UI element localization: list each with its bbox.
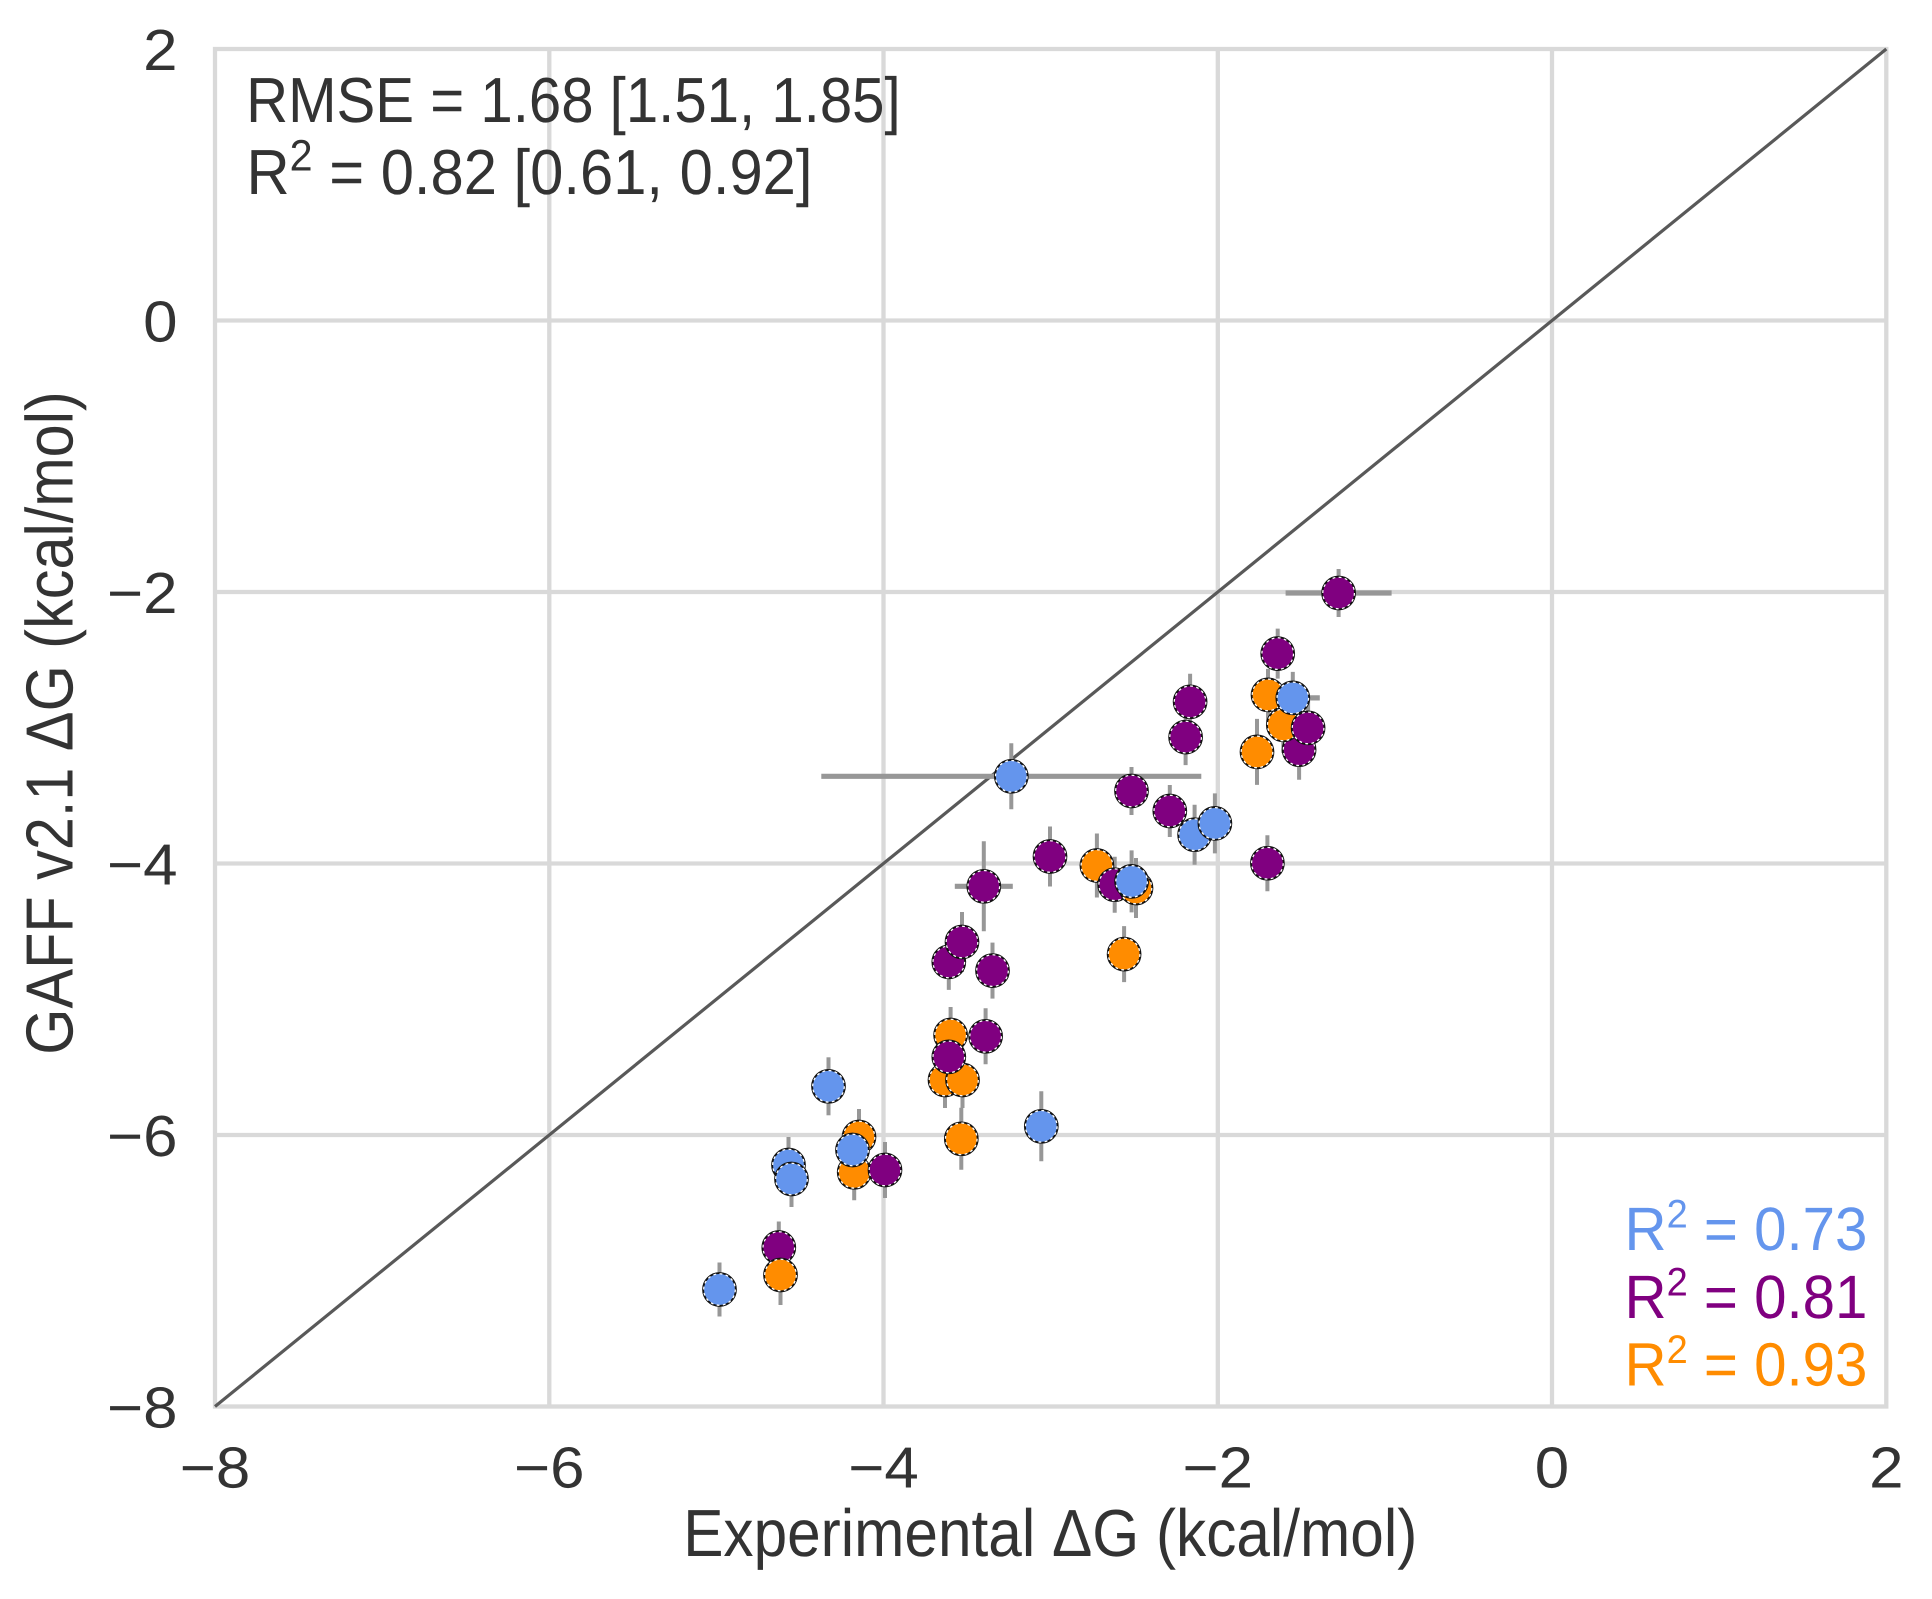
svg-text:−4: −4: [848, 1436, 919, 1501]
svg-text:RMSE = 1.68 [1.51, 1.85]: RMSE = 1.68 [1.51, 1.85]: [246, 65, 901, 136]
svg-text:−8: −8: [107, 1375, 178, 1440]
svg-text:−6: −6: [514, 1436, 585, 1501]
svg-text:−2: −2: [107, 561, 178, 626]
svg-text:0: 0: [143, 289, 177, 354]
svg-text:2: 2: [143, 18, 177, 83]
svg-text:2: 2: [1869, 1436, 1903, 1501]
svg-text:R2 = 0.93: R2 = 0.93: [1625, 1328, 1868, 1398]
svg-text:R2 = 0.73: R2 = 0.73: [1625, 1193, 1868, 1263]
svg-text:−6: −6: [107, 1104, 178, 1169]
svg-text:R2 = 0.81: R2 = 0.81: [1625, 1261, 1868, 1331]
svg-text:−8: −8: [180, 1436, 251, 1501]
svg-text:R2 = 0.82 [0.61, 0.92]: R2 = 0.82 [0.61, 0.92]: [247, 132, 813, 209]
svg-text:Experimental ΔG (kcal/mol): Experimental ΔG (kcal/mol): [683, 1497, 1417, 1571]
svg-text:0: 0: [1535, 1436, 1569, 1501]
svg-text:GAFF v2.1 ΔG (kcal/mol): GAFF v2.1 ΔG (kcal/mol): [14, 391, 88, 1054]
svg-text:−2: −2: [1183, 1436, 1254, 1501]
svg-text:−4: −4: [107, 832, 178, 897]
